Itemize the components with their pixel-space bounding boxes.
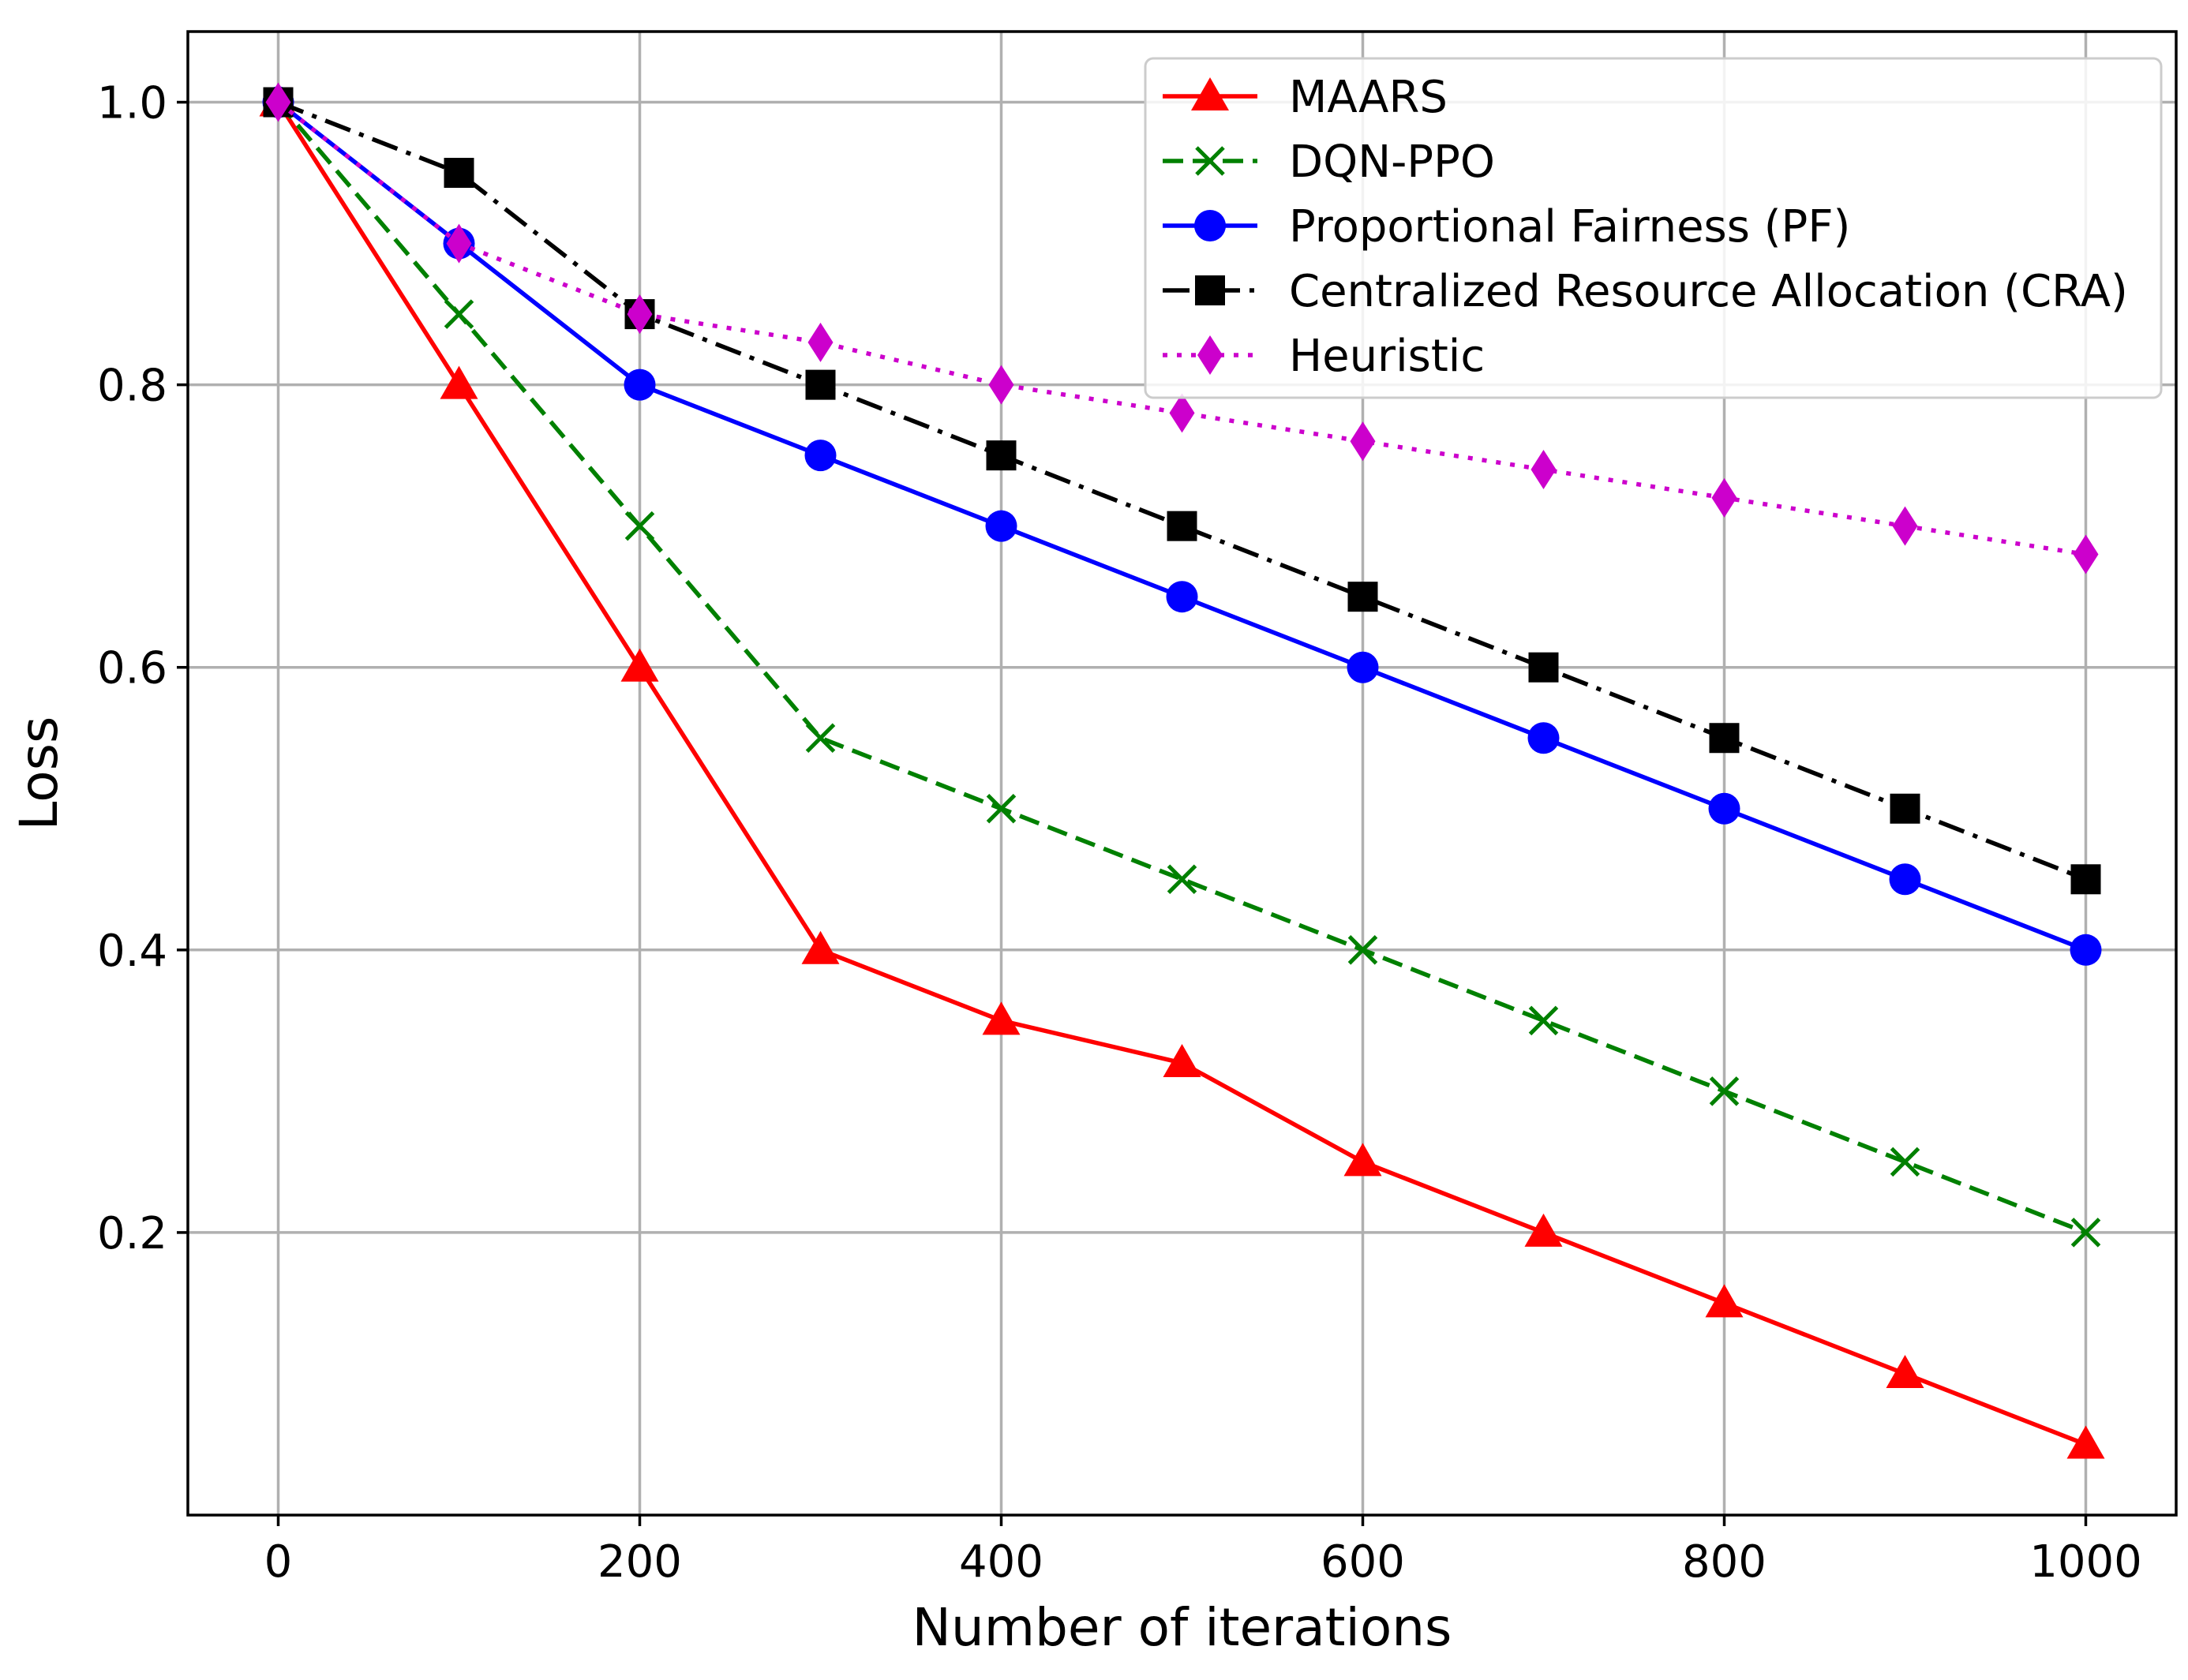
data-point [444,299,474,329]
data-point [801,930,840,964]
data-point [986,793,1017,824]
data-point [807,322,834,362]
series-line [276,100,2087,1235]
legend-marker [1197,335,1223,375]
data-point [440,365,478,399]
legend-marker [1194,210,1226,241]
data-point [1705,1284,1744,1318]
x-tick-label: 0 [264,1536,293,1588]
data-point [1167,511,1197,541]
legend-marker [1191,77,1229,110]
x-tick-label: 600 [1321,1536,1405,1588]
data-point [627,294,653,335]
data-point [1530,450,1557,490]
series-centralized-resource-allocation-cra [263,87,2101,895]
data-point [1169,393,1195,433]
plot-frame [186,30,2178,1517]
data-point [1166,581,1198,613]
data-point [985,510,1017,542]
data-point [1347,582,1378,612]
data-point [805,369,836,400]
data-point [1350,421,1376,462]
y-tick-label: 0.4 [97,926,167,977]
data-point [265,82,291,122]
x-tick-label: 1000 [2029,1536,2142,1588]
data-point [1709,1076,1740,1106]
y-tick-label: 0.2 [97,1208,167,1259]
legend-item: Heuristic [1163,331,1485,382]
legend: MAARS DQN-PPO Proportional Fairness (PF) Ce… [1144,57,2163,399]
data-point [1528,652,1559,683]
legend-item: MAARS [1163,72,1448,123]
data-point [620,648,659,682]
axis-ticks: 0 200 400 600 800 1000 0.2 0.4 0.6 0.8 1.0 [97,78,2142,1588]
data-point [446,223,472,264]
data-point [1163,1044,1201,1078]
data-point [1890,793,1920,824]
legend-marker [1195,146,1225,176]
data-point [1524,1213,1563,1247]
y-tick-label: 0.6 [97,643,167,694]
data-point [1892,506,1918,546]
data-point [1347,935,1378,965]
data-point [2073,534,2099,574]
data-point [1709,723,1740,754]
data-point [1527,722,1560,754]
legend-label: Proportional Fairness (PF) [1289,201,1850,253]
x-tick-label: 200 [598,1536,682,1588]
data-point [2066,1425,2105,1459]
y-tick-label: 0.8 [97,361,167,412]
data-point [1890,1147,1920,1177]
x-tick-label: 800 [1682,1536,1767,1588]
data-point [982,1001,1021,1035]
legend-item: Proportional Fairness (PF) [1163,201,1850,253]
legend-label: MAARS [1289,72,1448,123]
data-point [986,440,1017,471]
data-point [2070,1218,2101,1248]
data-point [1167,864,1197,895]
data-point [1343,1143,1382,1177]
legend-label: Heuristic [1289,331,1485,382]
data-point [804,440,837,472]
series-heuristic [265,82,2099,574]
data-point [1528,1005,1559,1036]
data-point [1889,863,1921,896]
data-point [624,369,656,401]
legend-item: DQN-PPO [1163,137,1495,188]
data-point [2070,934,2102,966]
data-point [1886,1354,1924,1388]
legend-label: DQN-PPO [1289,137,1495,188]
data-point [624,511,655,541]
legend-item: Centralized Resource Allocation (CRA) [1163,266,2128,317]
series-layer [259,82,2105,1459]
data-point [2070,864,2101,895]
y-tick-label: 1.0 [97,78,167,129]
series-line [276,100,2086,557]
data-point [988,365,1014,405]
data-point [1711,477,1737,518]
x-axis-title: Number of iterations [912,1597,1452,1658]
legend-label: Centralized Resource Allocation (CRA) [1289,266,2128,317]
data-point [805,723,836,754]
data-point [1347,651,1379,683]
y-axis-title: Loss [9,717,69,831]
x-tick-label: 400 [959,1536,1043,1588]
data-point [444,158,474,189]
legend-box [1144,57,2163,399]
data-point [1708,792,1740,825]
legend-marker [1195,275,1225,305]
